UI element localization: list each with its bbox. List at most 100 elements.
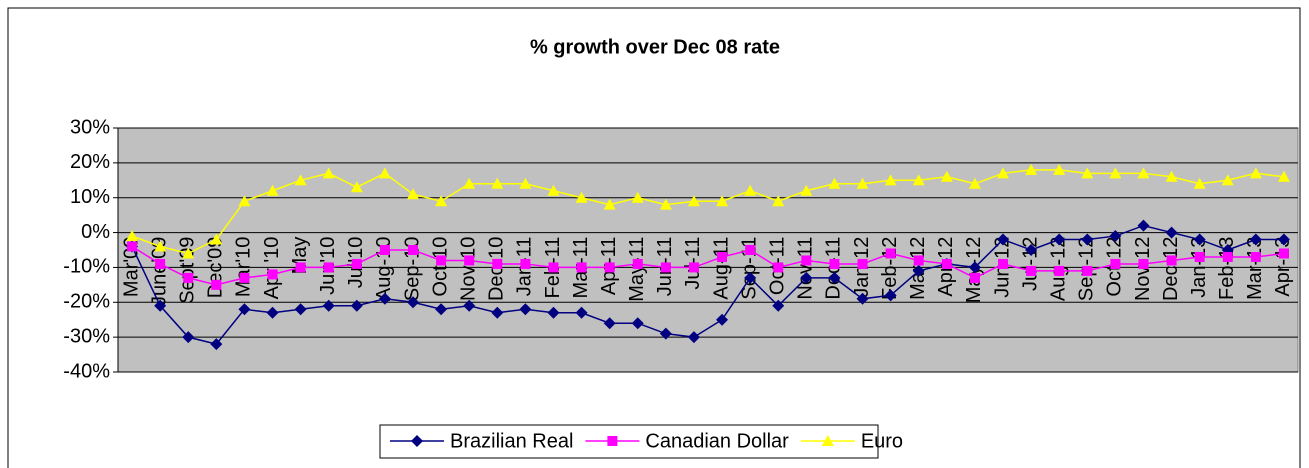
data-point — [772, 195, 785, 207]
legend-label: Euro — [861, 430, 903, 452]
data-point — [632, 258, 643, 269]
plot-area — [117, 127, 1299, 373]
x-tick-label: Mar'09 — [120, 237, 142, 298]
x-tick-label: Apr '10 — [261, 237, 283, 300]
data-point — [744, 271, 757, 284]
data-point — [884, 289, 897, 302]
data-point — [745, 245, 756, 255]
data-point — [1053, 233, 1066, 246]
data-point — [1249, 167, 1262, 179]
data-point — [436, 255, 447, 266]
data-point — [857, 258, 868, 269]
data-point — [210, 233, 223, 245]
y-tick-label: 30% — [70, 116, 110, 138]
data-point — [1138, 258, 1149, 269]
data-point — [773, 262, 784, 273]
data-point — [603, 317, 616, 330]
data-point — [604, 262, 615, 273]
data-point — [1054, 265, 1065, 276]
y-tick-label: -40% — [63, 360, 110, 382]
data-point — [322, 167, 335, 179]
x-tick-label: Dec-12 — [1160, 237, 1182, 301]
data-point — [266, 184, 279, 196]
legend-marker — [607, 436, 618, 446]
data-point — [1137, 167, 1150, 179]
y-tick-label: -20% — [63, 291, 110, 313]
data-point — [575, 306, 588, 319]
data-point — [154, 240, 167, 252]
data-point — [575, 191, 588, 203]
x-tick-label: Nov-10 — [457, 237, 479, 301]
data-point — [1081, 167, 1094, 179]
data-point — [1194, 251, 1205, 262]
data-point — [463, 177, 476, 189]
data-point — [1053, 163, 1066, 175]
data-point — [856, 177, 869, 189]
data-point — [772, 299, 785, 312]
data-point — [520, 258, 531, 269]
data-point — [464, 255, 475, 266]
data-point — [801, 255, 812, 266]
data-point — [968, 177, 981, 189]
data-point — [351, 258, 362, 269]
data-point — [548, 262, 559, 273]
data-point — [660, 262, 671, 273]
data-point — [1109, 167, 1122, 179]
data-point — [800, 271, 813, 284]
data-point — [1222, 251, 1233, 262]
data-point — [1221, 174, 1234, 186]
data-point — [884, 174, 897, 186]
data-point — [631, 191, 644, 203]
series-line — [131, 169, 1285, 255]
data-point — [127, 241, 138, 252]
y-tick-label: 20% — [70, 151, 110, 173]
data-point — [155, 258, 166, 269]
data-point — [659, 198, 672, 210]
data-point — [829, 258, 840, 269]
data-point — [912, 264, 925, 277]
data-point — [912, 174, 925, 186]
data-point — [378, 292, 391, 305]
data-point — [688, 262, 699, 273]
data-point — [267, 269, 278, 280]
data-point — [687, 331, 700, 344]
data-point — [211, 279, 222, 290]
y-tick-label: -30% — [63, 325, 110, 347]
data-point — [716, 313, 729, 326]
data-point — [1165, 170, 1178, 182]
data-point — [800, 184, 813, 196]
x-tick-label: Mar-13 — [1244, 237, 1266, 300]
data-point — [885, 248, 896, 259]
data-point — [998, 258, 1008, 269]
data-point — [997, 167, 1009, 179]
data-point — [1277, 233, 1290, 246]
data-point — [1109, 230, 1122, 243]
data-point — [547, 184, 560, 196]
x-tick-label: Apr-13 — [1272, 237, 1294, 297]
data-point — [828, 177, 841, 189]
data-point — [1025, 163, 1038, 175]
data-point — [659, 327, 672, 340]
data-point — [407, 188, 419, 200]
data-point — [940, 170, 953, 182]
y-tick-label: -10% — [63, 256, 110, 278]
data-point — [350, 181, 363, 193]
data-point — [519, 303, 532, 316]
data-point — [294, 174, 307, 186]
data-point — [716, 195, 729, 207]
y-tick-label: 0% — [81, 221, 110, 243]
x-tick-label: Aug-11 — [710, 237, 732, 300]
data-point — [547, 306, 560, 319]
data-point — [435, 195, 448, 207]
data-point — [687, 195, 700, 207]
data-point — [1166, 255, 1177, 266]
x-tick-label: Mar'10 — [233, 237, 255, 298]
data-point — [379, 245, 390, 255]
data-point — [323, 262, 334, 273]
data-point — [717, 251, 728, 262]
data-point — [294, 303, 307, 316]
data-point — [1165, 226, 1178, 239]
y-tick-label: 10% — [70, 186, 110, 208]
data-point — [266, 306, 279, 319]
